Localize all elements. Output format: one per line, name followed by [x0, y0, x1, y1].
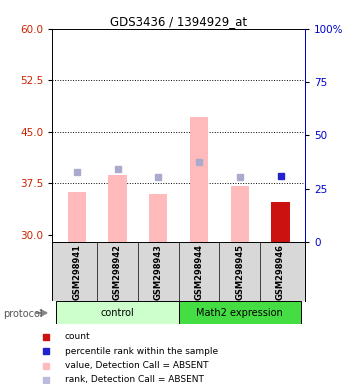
Text: protocol: protocol: [3, 309, 43, 319]
Text: GSM298946: GSM298946: [276, 244, 285, 300]
Bar: [231, 185, 249, 242]
Bar: [190, 117, 208, 242]
Bar: [68, 192, 86, 242]
Text: value, Detection Call = ABSENT: value, Detection Call = ABSENT: [65, 361, 208, 370]
Text: percentile rank within the sample: percentile rank within the sample: [65, 347, 218, 356]
Bar: [179, 301, 301, 324]
Bar: [149, 194, 168, 242]
Bar: [108, 175, 127, 242]
Text: GSM298945: GSM298945: [235, 244, 244, 300]
Bar: [56, 301, 179, 324]
Text: Math2 expression: Math2 expression: [196, 308, 283, 318]
Text: control: control: [101, 308, 134, 318]
Text: GSM298942: GSM298942: [113, 244, 122, 300]
Text: count: count: [65, 332, 90, 341]
Bar: [271, 202, 290, 242]
Title: GDS3436 / 1394929_at: GDS3436 / 1394929_at: [110, 15, 247, 28]
Text: rank, Detection Call = ABSENT: rank, Detection Call = ABSENT: [65, 376, 204, 384]
Text: GSM298944: GSM298944: [195, 244, 204, 300]
Text: GSM298943: GSM298943: [154, 244, 163, 300]
Text: GSM298941: GSM298941: [72, 244, 81, 300]
